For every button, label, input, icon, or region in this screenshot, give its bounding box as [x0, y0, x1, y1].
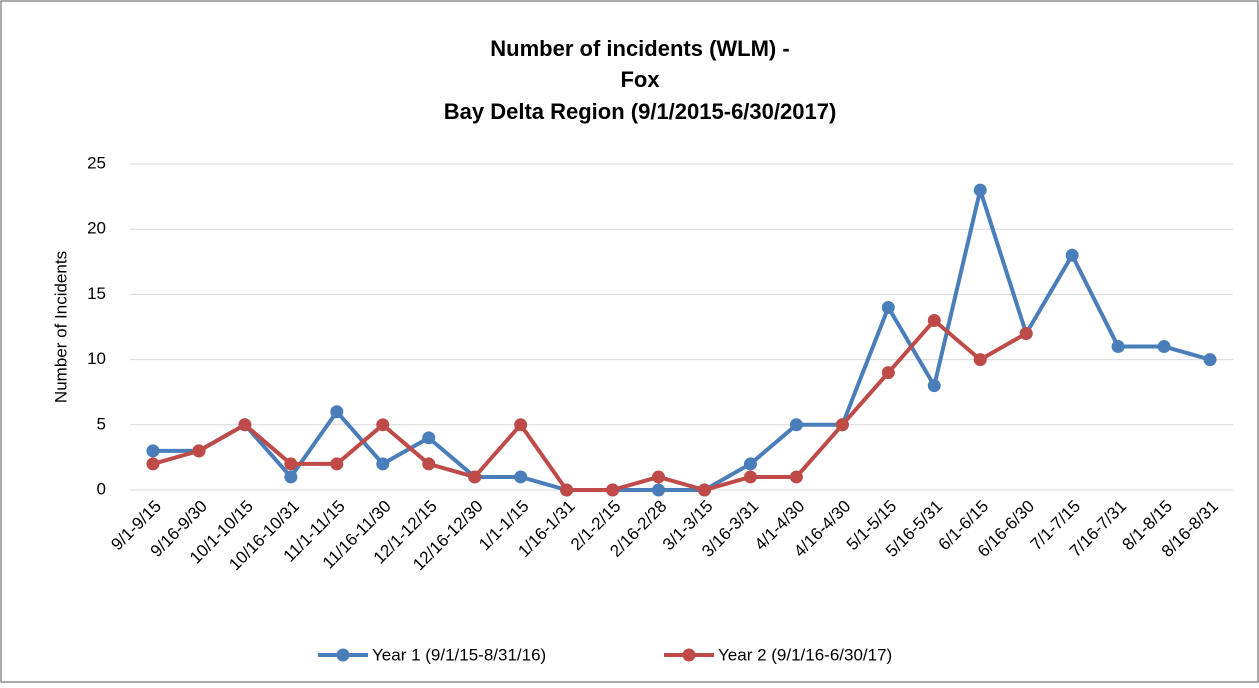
y-tick-label: 10: [87, 349, 106, 368]
data-point: [514, 418, 528, 432]
chart-title: Number of incidents (WLM) -: [490, 36, 789, 61]
data-point: [330, 457, 344, 471]
data-point: [789, 418, 803, 432]
data-point: [973, 353, 987, 367]
data-point: [146, 457, 160, 471]
data-point: [1157, 340, 1171, 354]
data-point: [743, 457, 757, 471]
data-point: [192, 444, 206, 458]
y-tick-label: 25: [87, 153, 106, 172]
y-tick-label: 20: [87, 219, 106, 238]
data-point: [1111, 340, 1125, 354]
chart-title: Fox: [620, 67, 660, 92]
data-point: [1019, 327, 1033, 341]
data-point: [330, 405, 344, 419]
data-point: [560, 483, 574, 497]
data-point: [422, 431, 436, 445]
data-point: [789, 470, 803, 484]
chart-title: Bay Delta Region (9/1/2015-6/30/2017): [444, 99, 837, 124]
y-tick-label: 0: [97, 479, 106, 498]
data-point: [376, 457, 390, 471]
data-point: [284, 470, 298, 484]
data-point: [606, 483, 620, 497]
legend-marker: [682, 648, 696, 662]
data-point: [376, 418, 390, 432]
legend-marker: [336, 648, 350, 662]
data-point: [927, 313, 941, 327]
y-tick-label: 15: [87, 284, 106, 303]
data-point: [514, 470, 528, 484]
y-axis-label: Number of Incidents: [51, 251, 70, 403]
data-point: [468, 470, 482, 484]
data-point: [743, 470, 757, 484]
legend-label: Year 1 (9/1/15-8/31/16): [372, 645, 546, 664]
data-point: [238, 418, 252, 432]
data-point: [927, 379, 941, 393]
data-point: [422, 457, 436, 471]
data-point: [973, 183, 987, 197]
data-point: [1065, 248, 1079, 262]
data-point: [697, 483, 711, 497]
y-tick-label: 5: [97, 414, 106, 433]
data-point: [652, 470, 666, 484]
data-point: [284, 457, 298, 471]
series-line: [152, 318, 1028, 492]
series-line: [152, 188, 1211, 492]
data-point: [146, 444, 160, 458]
data-point: [881, 300, 895, 314]
legend-label: Year 2 (9/1/16-6/30/17): [718, 645, 892, 664]
data-point: [835, 418, 849, 432]
data-point: [652, 483, 666, 497]
data-point: [881, 366, 895, 380]
data-point: [1203, 353, 1217, 367]
